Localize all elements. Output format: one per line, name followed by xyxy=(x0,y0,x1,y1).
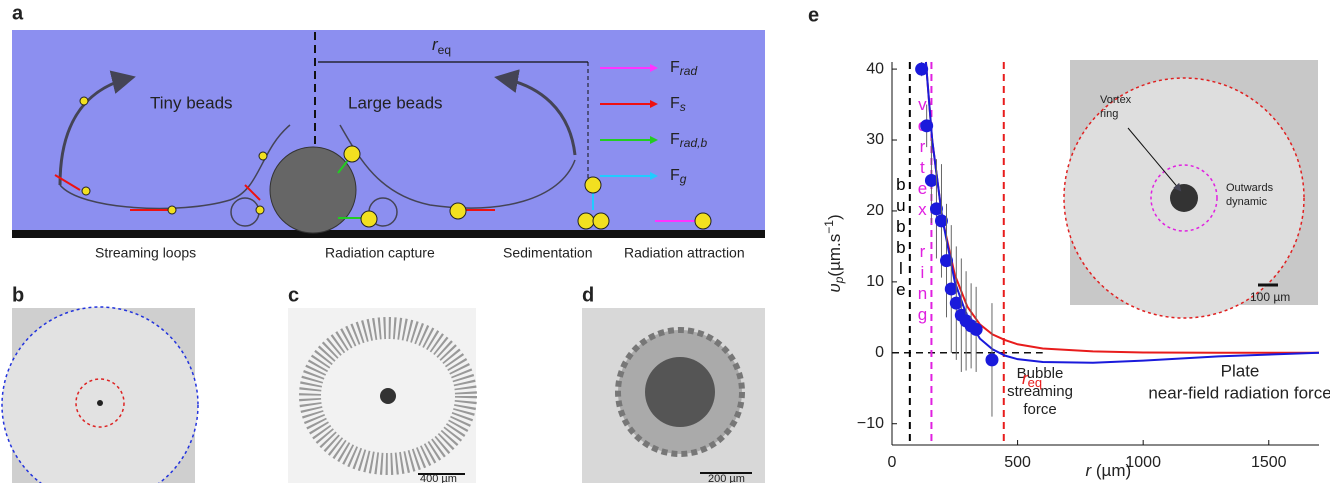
point xyxy=(949,296,963,310)
legend-arrowhead xyxy=(650,64,658,72)
legend-label: Frad,b xyxy=(670,131,707,150)
caption: Radiation capture xyxy=(325,245,435,261)
inset-pointer xyxy=(1127,127,1182,192)
point xyxy=(915,62,929,76)
legend-label: Frad xyxy=(670,59,697,78)
marker-label: vortex ring xyxy=(913,95,932,326)
scale-label: 200 µm xyxy=(708,473,745,483)
caption: Sedimentation xyxy=(503,245,593,261)
legend-main: F xyxy=(670,95,680,112)
y-label-sub: p xyxy=(832,276,846,284)
x-tick-label: 1000 xyxy=(1125,454,1161,471)
inset-scale-label: 100 µm xyxy=(1250,290,1290,304)
annotation: near-field radiation force xyxy=(1148,383,1330,402)
point xyxy=(924,173,938,187)
large-beads-label: Large beads xyxy=(348,93,443,112)
point xyxy=(969,322,983,336)
point xyxy=(934,214,948,228)
annotation: Bubble xyxy=(1017,365,1064,382)
caption: Streaming loops xyxy=(95,245,196,261)
x-axis-label: r (µm) xyxy=(1086,461,1132,480)
legend-main: F xyxy=(670,59,680,76)
legend-main: F xyxy=(670,131,680,148)
legend-arrowhead xyxy=(650,172,658,180)
req-sub: eq xyxy=(438,43,451,57)
inset-dynamic: dynamic xyxy=(1226,196,1267,208)
annotation: streaming xyxy=(1007,383,1073,400)
req-annotation: req xyxy=(1022,369,1042,390)
outer-ring xyxy=(1,306,199,488)
cluster-core xyxy=(645,357,715,427)
inset-callout: Vortex xyxy=(1100,94,1132,106)
legend-label: Fs xyxy=(670,95,686,114)
point xyxy=(940,254,954,268)
y-tick-label: 0 xyxy=(875,344,884,361)
tiny-beads-label: Tiny beads xyxy=(150,93,233,112)
inner-ring xyxy=(75,378,125,428)
caption: Radiation attraction xyxy=(624,245,745,261)
x-label-main: r xyxy=(1086,461,1093,480)
annotation: Plate xyxy=(1221,361,1260,380)
panel-label: a xyxy=(12,2,24,24)
req-sub: eq xyxy=(1028,375,1042,390)
y-label-end: ) xyxy=(825,214,844,220)
req-label: req xyxy=(432,35,451,57)
legend-arrowhead xyxy=(650,136,658,144)
inset-dynamic: Outwards xyxy=(1226,182,1274,194)
point xyxy=(944,282,958,296)
x-label-unit: (µm) xyxy=(1091,461,1131,480)
panel-label: d xyxy=(582,284,594,306)
panel-label: b xyxy=(12,284,24,306)
panel-label: e xyxy=(808,4,819,26)
panel-a-background xyxy=(12,30,765,232)
panel-label: c xyxy=(288,284,299,306)
streaming-loops xyxy=(58,69,577,227)
req-main: r xyxy=(432,35,439,54)
legend-sub: rad,b xyxy=(680,136,708,150)
inset-bubble xyxy=(1170,184,1198,212)
legend-arrowhead xyxy=(650,100,658,108)
x-tick-label: 500 xyxy=(1004,454,1031,471)
y-tick-label: −10 xyxy=(857,415,884,432)
scale-label: 400 µm xyxy=(420,473,457,483)
legend-label: Fg xyxy=(670,167,687,186)
fit-line xyxy=(924,61,1319,364)
legend-sub: s xyxy=(680,100,686,114)
annotation: force xyxy=(1023,401,1056,418)
y-axis-label: υp(µm.s−1) xyxy=(822,214,846,292)
point xyxy=(929,202,943,216)
bubble xyxy=(97,400,103,406)
bubble xyxy=(269,146,357,234)
y-label-sup: −1 xyxy=(822,220,836,234)
point xyxy=(920,119,934,133)
legend-sub: rad xyxy=(680,64,698,78)
x-tick-label: 1500 xyxy=(1251,454,1287,471)
inset-inner-ring xyxy=(1150,164,1218,232)
y-tick-label: 10 xyxy=(866,273,884,290)
marker-label: bubble xyxy=(891,175,910,301)
inset-callout: ring xyxy=(1100,108,1118,120)
beads xyxy=(79,96,712,230)
y-label-unit: (µm.s xyxy=(825,234,844,277)
y-tick-label: 30 xyxy=(866,131,884,148)
req-main: r xyxy=(1022,369,1029,388)
bead-ring xyxy=(299,317,477,475)
legend-sub: g xyxy=(680,172,687,186)
x-tick-label: 0 xyxy=(888,454,897,471)
legend-main: F xyxy=(670,167,680,184)
bubble xyxy=(380,388,396,404)
substrate xyxy=(12,230,765,238)
y-label-main: υ xyxy=(825,283,844,292)
point xyxy=(985,353,999,367)
y-tick-label: 20 xyxy=(866,202,884,219)
y-tick-label: 40 xyxy=(866,60,884,77)
